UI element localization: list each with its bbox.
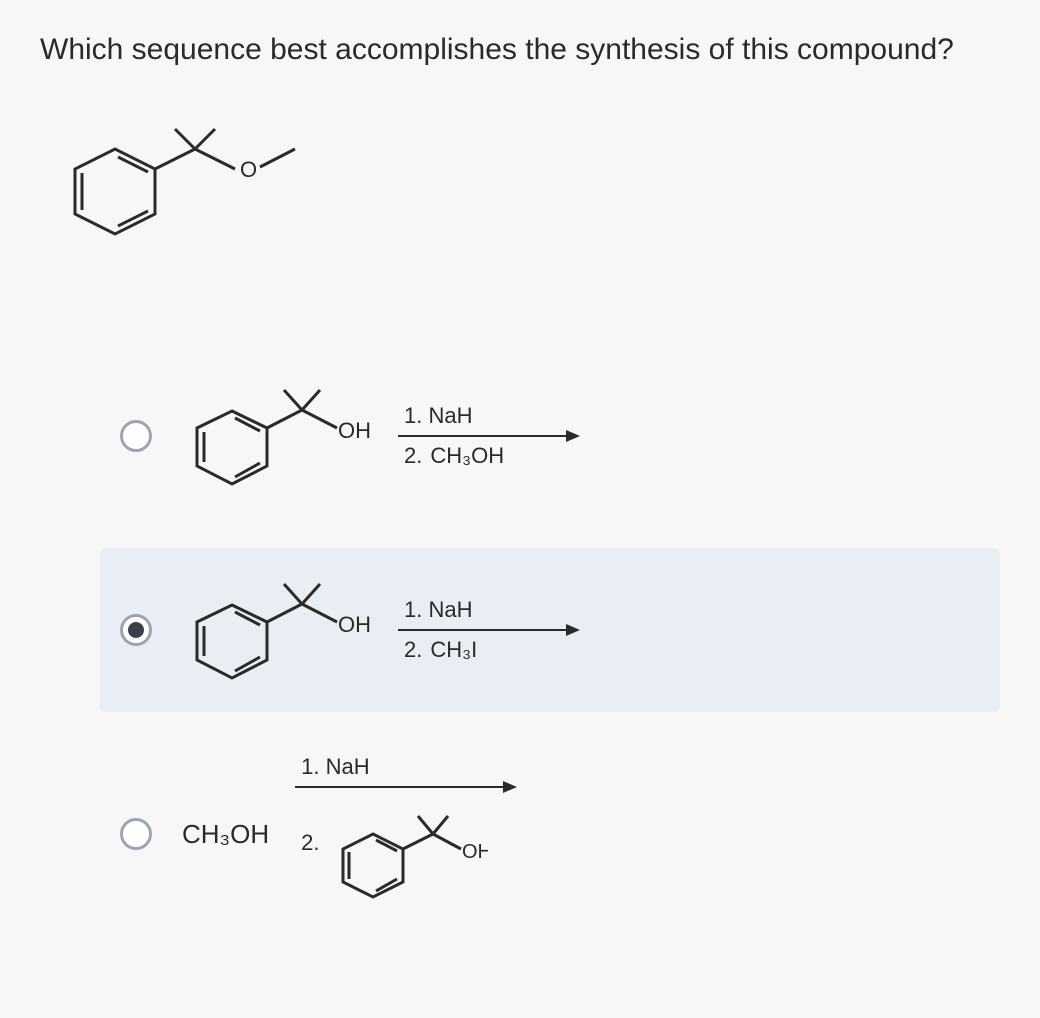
option-c-start-text: CH₃OH [182,819,269,850]
oxy-label: O [240,157,257,182]
radio-b[interactable] [120,614,152,646]
option-c[interactable]: CH₃OH 1. NaH 2. [100,742,1000,926]
option-b-step2-text: CH₃I [430,637,477,663]
option-b-oh: OH [338,612,371,637]
options-container: OH 1. NaH 2. CH₃OH [100,354,1000,926]
option-a-oh: OH [338,418,371,443]
option-b-start-struct: OH [182,560,372,700]
option-c-step2-num: 2. [301,794,319,856]
option-a-step2: 2. CH₃OH [398,437,510,469]
radio-a[interactable] [120,420,152,452]
option-b-step2: 2. CH₃I [398,631,483,663]
arrow-icon [398,435,578,437]
option-b-step2-num: 2. [404,637,422,663]
arrow-icon [295,786,515,788]
radio-c[interactable] [120,818,152,850]
question-text: Which sequence best accomplishes the syn… [40,30,1000,69]
target-compound: O [60,119,1000,294]
target-svg: O [60,119,320,289]
option-a-step1: 1. NaH [398,403,478,435]
option-b-content: OH 1. NaH 2. CH₃I [182,560,578,700]
option-a[interactable]: OH 1. NaH 2. CH₃OH [100,354,1000,518]
arrow-icon [398,629,578,631]
option-b-reagents: 1. NaH 2. CH₃I [398,597,578,663]
option-b-step1: 1. NaH [398,597,478,629]
option-a-start-struct: OH [182,366,372,506]
option-a-content: OH 1. NaH 2. CH₃OH [182,366,578,506]
option-c-content: CH₃OH 1. NaH 2. [182,754,515,914]
option-c-struct-oh: OH [462,841,488,863]
option-a-step2-num: 2. [404,443,422,469]
option-a-reagents: 1. NaH 2. CH₃OH [398,403,578,469]
option-b[interactable]: OH 1. NaH 2. CH₃I [100,548,1000,712]
option-a-step2-text: CH₃OH [430,443,504,469]
option-c-reagents: 1. NaH 2. [295,754,515,914]
option-c-step1: 1. NaH [295,754,375,786]
option-c-reagent-struct: OH [328,794,488,914]
option-c-step2: 2. OH [295,788,493,914]
